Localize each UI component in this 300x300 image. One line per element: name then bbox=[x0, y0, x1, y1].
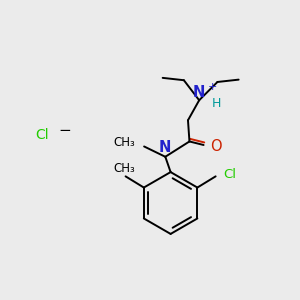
Text: CH₃: CH₃ bbox=[113, 136, 135, 148]
Text: O: O bbox=[210, 139, 222, 154]
Text: −: − bbox=[59, 123, 71, 138]
Text: N: N bbox=[193, 85, 206, 100]
Text: +: + bbox=[208, 82, 218, 92]
Text: H: H bbox=[212, 97, 221, 110]
Text: Cl: Cl bbox=[223, 168, 236, 182]
Text: Cl: Cl bbox=[36, 128, 49, 142]
Text: N: N bbox=[158, 140, 171, 155]
Text: CH₃: CH₃ bbox=[113, 162, 135, 175]
